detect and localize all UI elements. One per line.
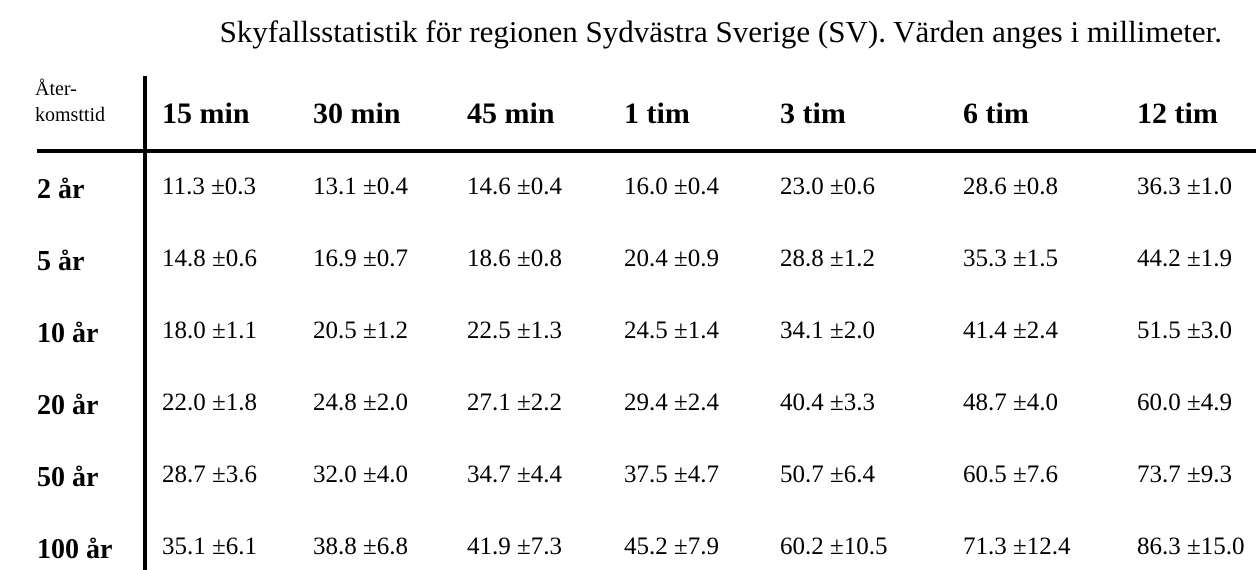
row-header: 20 år xyxy=(37,390,99,421)
row-header: 2 år xyxy=(37,174,85,205)
table-cell: 28.7 ±3.6 xyxy=(162,461,257,488)
table-cell: 50.7 ±6.4 xyxy=(780,461,875,488)
table-cell: 73.7 ±9.3 xyxy=(1137,461,1232,488)
table-cell: 48.7 ±4.0 xyxy=(963,389,1058,416)
column-header: 12 tim xyxy=(1137,97,1218,130)
column-header: 30 min xyxy=(313,97,401,130)
table-cell: 14.6 ±0.4 xyxy=(467,173,562,200)
table-cell: 29.4 ±2.4 xyxy=(624,389,719,416)
table-cell: 51.5 ±3.0 xyxy=(1137,317,1232,344)
table-cell: 22.0 ±1.8 xyxy=(162,389,257,416)
table-cell: 44.2 ±1.9 xyxy=(1137,245,1232,272)
corner-label-line: komsttid xyxy=(35,104,106,126)
table-cell: 45.2 ±7.9 xyxy=(624,533,719,560)
row-header: 100 år xyxy=(37,534,113,565)
column-header: 6 tim xyxy=(963,97,1029,130)
table-cell: 28.8 ±1.2 xyxy=(780,245,875,272)
table-cell: 34.1 ±2.0 xyxy=(780,317,875,344)
table-cell: 28.6 ±0.8 xyxy=(963,173,1058,200)
table-cell: 18.0 ±1.1 xyxy=(162,317,257,344)
table-cell: 22.5 ±1.3 xyxy=(467,317,562,344)
table-cell: 16.0 ±0.4 xyxy=(624,173,719,200)
table-cell: 14.8 ±0.6 xyxy=(162,245,257,272)
table-cell: 23.0 ±0.6 xyxy=(780,173,875,200)
table-cell: 40.4 ±3.3 xyxy=(780,389,875,416)
horizontal-divider xyxy=(37,149,1256,153)
table-cell: 60.5 ±7.6 xyxy=(963,461,1058,488)
table-cell: 27.1 ±2.2 xyxy=(467,389,562,416)
table-cell: 38.8 ±6.8 xyxy=(313,533,408,560)
table-cell: 60.0 ±4.9 xyxy=(1137,389,1232,416)
table-cell: 36.3 ±1.0 xyxy=(1137,173,1232,200)
table-cell: 13.1 ±0.4 xyxy=(313,173,408,200)
corner-label: Åter- komsttid xyxy=(35,76,105,128)
table-cell: 11.3 ±0.3 xyxy=(162,173,257,200)
table-cell: 16.9 ±0.7 xyxy=(313,245,408,272)
vertical-divider xyxy=(143,76,147,570)
table-cell: 20.4 ±0.9 xyxy=(624,245,719,272)
row-header: 10 år xyxy=(37,318,99,349)
row-header: 50 år xyxy=(37,462,99,493)
corner-label-line: Åter- xyxy=(35,78,77,100)
table-title: Skyfallsstatistik för regionen Sydvästra… xyxy=(219,14,1222,49)
column-header: 1 tim xyxy=(624,97,690,130)
table-cell: 34.7 ±4.4 xyxy=(467,461,562,488)
table-cell: 24.8 ±2.0 xyxy=(313,389,408,416)
column-header: 45 min xyxy=(467,97,555,130)
table-cell: 60.2 ±10.5 xyxy=(780,533,888,560)
table-cell: 37.5 ±4.7 xyxy=(624,461,719,488)
table-cell: 35.3 ±1.5 xyxy=(963,245,1058,272)
table-cell: 71.3 ±12.4 xyxy=(963,533,1071,560)
table-cell: 20.5 ±1.2 xyxy=(313,317,408,344)
column-header: 3 tim xyxy=(780,97,846,130)
table-cell: 41.9 ±7.3 xyxy=(467,533,562,560)
table-cell: 18.6 ±0.8 xyxy=(467,245,562,272)
row-header: 5 år xyxy=(37,246,85,277)
table-cell: 41.4 ±2.4 xyxy=(963,317,1058,344)
column-header: 15 min xyxy=(162,97,250,130)
table-cell: 86.3 ±15.0 xyxy=(1137,533,1245,560)
table-cell: 24.5 ±1.4 xyxy=(624,317,719,344)
table-cell: 32.0 ±4.0 xyxy=(313,461,408,488)
table-cell: 35.1 ±6.1 xyxy=(162,533,257,560)
